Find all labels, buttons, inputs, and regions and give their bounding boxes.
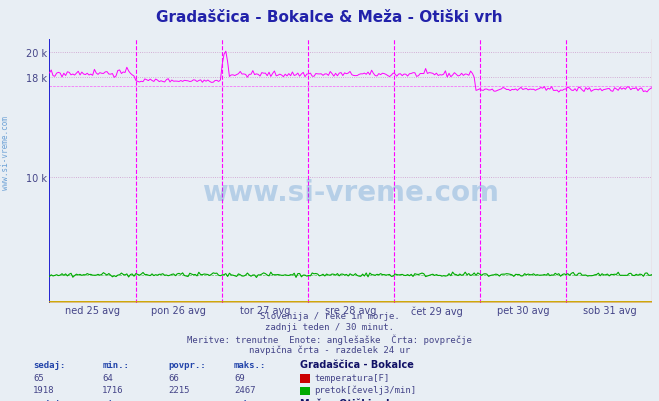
- Text: povpr.:: povpr.:: [168, 399, 206, 401]
- Text: min.:: min.:: [102, 360, 129, 369]
- Text: 2215: 2215: [168, 385, 190, 394]
- Text: Gradaščica - Bokalce: Gradaščica - Bokalce: [300, 359, 414, 369]
- Text: Meža - Otiški vrh: Meža - Otiški vrh: [300, 398, 393, 401]
- Text: 64: 64: [102, 373, 113, 382]
- Text: Gradaščica - Bokalce & Meža - Otiški vrh: Gradaščica - Bokalce & Meža - Otiški vrh: [156, 10, 503, 25]
- Text: 2467: 2467: [234, 385, 256, 394]
- Text: 1918: 1918: [33, 385, 55, 394]
- Text: maks.:: maks.:: [234, 399, 266, 401]
- Text: pretok[čevelj3/min]: pretok[čevelj3/min]: [314, 385, 416, 394]
- Text: 69: 69: [234, 373, 244, 382]
- Text: navpična črta - razdelek 24 ur: navpična črta - razdelek 24 ur: [249, 344, 410, 354]
- Text: zadnji teden / 30 minut.: zadnji teden / 30 minut.: [265, 322, 394, 331]
- Text: Meritve: trenutne  Enote: anglešaške  Črta: povprečje: Meritve: trenutne Enote: anglešaške Črta…: [187, 333, 472, 344]
- Text: min.:: min.:: [102, 399, 129, 401]
- Text: povpr.:: povpr.:: [168, 360, 206, 369]
- Text: 65: 65: [33, 373, 43, 382]
- Text: maks.:: maks.:: [234, 360, 266, 369]
- Text: Slovenija / reke in morje.: Slovenija / reke in morje.: [260, 311, 399, 320]
- Text: sedaj:: sedaj:: [33, 360, 65, 369]
- Text: www.si-vreme.com: www.si-vreme.com: [1, 115, 10, 189]
- Text: temperatura[F]: temperatura[F]: [314, 373, 389, 382]
- Text: www.si-vreme.com: www.si-vreme.com: [202, 178, 500, 207]
- Text: sedaj:: sedaj:: [33, 399, 65, 401]
- Text: 66: 66: [168, 373, 179, 382]
- Text: 1716: 1716: [102, 385, 124, 394]
